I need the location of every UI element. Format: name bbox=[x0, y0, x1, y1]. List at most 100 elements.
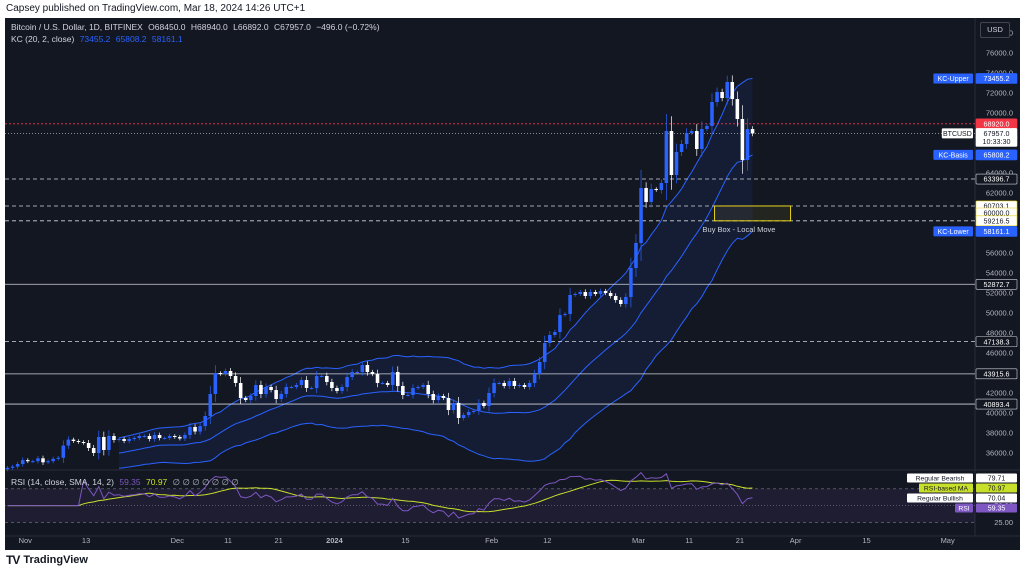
candle-body[interactable] bbox=[634, 243, 638, 268]
candle-body[interactable] bbox=[345, 377, 349, 387]
price-badge[interactable]: 47138.3 bbox=[975, 336, 1018, 347]
candle-body[interactable] bbox=[340, 387, 344, 391]
candle-body[interactable] bbox=[700, 129, 704, 149]
candle-body[interactable] bbox=[81, 442, 86, 443]
candle-body[interactable] bbox=[629, 268, 633, 297]
candle-body[interactable] bbox=[563, 314, 567, 315]
price-badge[interactable]: 67957.0 BTCUSD bbox=[941, 128, 1018, 139]
candle-body[interactable] bbox=[137, 436, 142, 438]
candle-body[interactable] bbox=[553, 332, 557, 335]
candle-body[interactable] bbox=[695, 131, 699, 149]
price-badge[interactable]: 59216.5 bbox=[975, 215, 1018, 227]
candle-body[interactable] bbox=[335, 388, 339, 391]
candle-body[interactable] bbox=[735, 99, 740, 119]
candle-body[interactable] bbox=[243, 398, 248, 400]
candle-body[interactable] bbox=[365, 365, 370, 372]
candle-body[interactable] bbox=[512, 381, 517, 386]
rsi-badge[interactable]: 59.35 RSI bbox=[955, 503, 1017, 513]
candle-body[interactable] bbox=[750, 129, 755, 134]
candle-body[interactable] bbox=[573, 294, 577, 295]
rsi-badge[interactable]: 70.04 Regular Bullish bbox=[907, 493, 1017, 503]
candle-body[interactable] bbox=[198, 426, 202, 432]
candle-body[interactable] bbox=[705, 126, 709, 129]
candle-body[interactable] bbox=[5, 467, 10, 470]
candle-body[interactable] bbox=[188, 427, 192, 435]
candle-body[interactable] bbox=[208, 394, 213, 416]
price-badge[interactable]: 65808.2 KC-Basis bbox=[933, 149, 1018, 161]
candle-body[interactable] bbox=[446, 398, 451, 410]
candle-body[interactable] bbox=[330, 382, 334, 388]
candle-body[interactable] bbox=[436, 396, 441, 400]
candle-body[interactable] bbox=[264, 387, 268, 394]
candle-body[interactable] bbox=[396, 372, 400, 386]
candle-body[interactable] bbox=[487, 393, 491, 406]
price-badge[interactable]: 68920.0 bbox=[975, 118, 1018, 130]
candle-body[interactable] bbox=[112, 436, 116, 440]
candle-body[interactable] bbox=[644, 188, 648, 202]
candle-body[interactable] bbox=[416, 387, 420, 388]
candle-body[interactable] bbox=[213, 373, 218, 394]
price-badge[interactable]: 10:33:30 bbox=[975, 136, 1018, 147]
candle-body[interactable] bbox=[193, 427, 197, 432]
candle-body[interactable] bbox=[350, 372, 354, 377]
price-badge[interactable]: 43915.6 bbox=[975, 368, 1018, 380]
candle-body[interactable] bbox=[390, 372, 395, 385]
candle-body[interactable] bbox=[66, 439, 71, 446]
candle-body[interactable] bbox=[173, 436, 177, 437]
price-badge[interactable]: 63396.7 bbox=[975, 173, 1018, 185]
rsi-legend[interactable]: RSI (14, close, SMA, 14, 2) 59.35 70.97 … bbox=[11, 477, 242, 488]
price-badge[interactable]: 52872.7 bbox=[975, 278, 1018, 290]
candle-body[interactable] bbox=[71, 439, 76, 441]
rsi-badge[interactable]: 79.71 Regular Bearish bbox=[907, 473, 1017, 483]
candle-body[interactable] bbox=[639, 188, 643, 243]
candle-body[interactable] bbox=[147, 436, 152, 439]
candle-body[interactable] bbox=[61, 445, 66, 458]
candle-body[interactable] bbox=[91, 448, 96, 453]
candle-body[interactable] bbox=[314, 376, 319, 388]
candle-body[interactable] bbox=[532, 374, 537, 383]
candle-body[interactable] bbox=[466, 412, 471, 415]
candle-body[interactable] bbox=[472, 411, 476, 412]
candle-body[interactable] bbox=[421, 385, 425, 387]
candle-body[interactable] bbox=[46, 461, 50, 463]
candle-body[interactable] bbox=[76, 441, 81, 442]
candle-body[interactable] bbox=[669, 131, 674, 175]
candle-body[interactable] bbox=[132, 438, 137, 439]
candle-body[interactable] bbox=[558, 315, 562, 332]
candle-body[interactable] bbox=[299, 380, 304, 385]
candle-body[interactable] bbox=[162, 438, 167, 439]
candle-body[interactable] bbox=[456, 403, 461, 418]
candle-body[interactable] bbox=[319, 376, 324, 377]
candle-body[interactable] bbox=[36, 458, 40, 462]
candle-body[interactable] bbox=[238, 383, 243, 398]
candle-body[interactable] bbox=[624, 297, 628, 304]
symbol-title[interactable]: Bitcoin / U.S. Dollar, 1D, BITFINEX bbox=[11, 22, 143, 32]
candle-body[interactable] bbox=[142, 436, 147, 437]
candle-body[interactable] bbox=[31, 461, 35, 463]
candle-body[interactable] bbox=[304, 380, 309, 388]
candle-body[interactable] bbox=[715, 92, 719, 102]
candle-body[interactable] bbox=[203, 416, 207, 427]
candle-body[interactable] bbox=[385, 383, 390, 385]
candle-body[interactable] bbox=[649, 189, 653, 202]
candle-body[interactable] bbox=[269, 387, 273, 390]
price-badge[interactable]: 73455.2 KC-Upper bbox=[933, 73, 1018, 84]
candle-body[interactable] bbox=[117, 439, 121, 440]
candle-body[interactable] bbox=[279, 394, 283, 399]
candle-body[interactable] bbox=[613, 296, 618, 300]
candle-body[interactable] bbox=[527, 383, 532, 387]
candle-body[interactable] bbox=[689, 131, 694, 133]
price-badge[interactable]: 60000.0 bbox=[975, 207, 1018, 219]
candle-body[interactable] bbox=[548, 335, 552, 343]
candle-body[interactable] bbox=[664, 131, 669, 183]
candle-body[interactable] bbox=[86, 443, 91, 448]
candle-body[interactable] bbox=[157, 435, 162, 438]
candle-body[interactable] bbox=[223, 371, 228, 374]
candle-body[interactable] bbox=[593, 292, 598, 294]
candle-body[interactable] bbox=[274, 390, 278, 399]
candle-body[interactable] bbox=[355, 372, 360, 373]
candle-body[interactable] bbox=[309, 388, 314, 389]
candle-body[interactable] bbox=[375, 374, 380, 383]
candle-body[interactable] bbox=[41, 458, 45, 463]
candle-body[interactable] bbox=[167, 436, 172, 438]
